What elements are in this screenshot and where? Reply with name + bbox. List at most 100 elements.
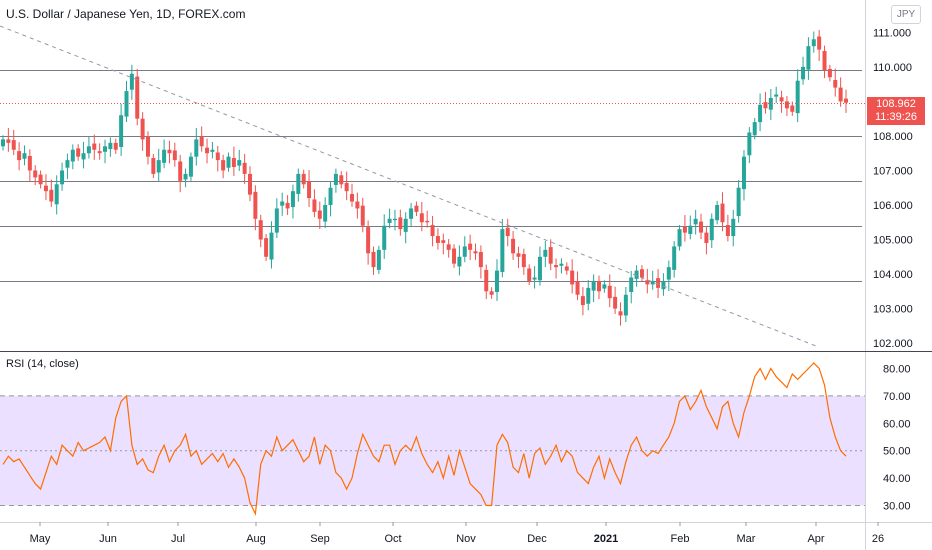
candle-body [178,161,183,181]
candle-body [183,173,188,180]
time-tick-label: Dec [527,533,547,545]
candle-body [790,105,795,112]
candle-body [650,280,655,285]
candle-body [774,94,779,97]
candle-body [97,151,102,154]
candle-body [715,204,720,221]
candle-body [844,98,848,103]
candle-body [22,153,27,159]
candle-body [452,248,457,264]
candle-body [801,66,806,80]
candle-body [409,208,414,219]
candle-body [484,269,489,292]
candle-body [419,213,424,223]
candle-body [435,236,440,243]
candle-body [92,143,97,150]
candle-body [296,173,301,194]
candle-body [1,139,5,147]
time-tick-label: Jul [171,533,185,545]
candle-body [167,149,172,154]
time-tick-label: 26 [872,533,884,545]
candle-body [446,244,451,250]
candle-body [194,139,199,157]
candle-body [145,136,150,157]
candle-body [33,170,38,178]
price-tick-label: 105.000 [873,235,913,247]
candle-body [763,102,768,109]
chart-title: U.S. Dollar / Japanese Yen, 1D, FOREX.co… [6,7,246,21]
candle-body [827,68,832,78]
candle-body [817,36,822,50]
time-tick-label: Jun [99,533,117,545]
candle-body [677,229,682,247]
rsi-title: RSI (14, close) [6,358,79,370]
price-tick-label: 108.000 [873,131,913,143]
candle-body [403,218,408,232]
candle-body [645,280,650,285]
candle-body [307,181,312,199]
time-tick-label: May [30,533,51,545]
candle-body [811,39,816,47]
candle-body [70,149,75,162]
candle-body [205,147,210,154]
candle-body [247,173,252,195]
candle-body [532,277,537,280]
candle-body [795,80,800,114]
candle-body [129,73,134,90]
candle-body [543,249,548,257]
candle-body [833,80,838,88]
candle-body [86,146,91,154]
candle-body [425,220,430,223]
candle-body [741,156,746,190]
candle-body [269,232,274,260]
candle-body [258,220,263,240]
trend-line [0,25,817,347]
candle-body [682,226,687,233]
candle-body [634,270,639,279]
candle-body [527,268,532,281]
candle-body [339,175,344,185]
candle-body [156,160,161,173]
candle-body [328,187,333,205]
candle-body [317,210,322,219]
candle-body [570,270,575,285]
candle-body [350,193,355,202]
candle-body [725,225,730,237]
candle-body [709,218,714,241]
candle-body [758,104,763,123]
price-tick-label: 106.000 [873,200,913,212]
price-tick-label: 104.000 [873,269,913,281]
candle-body [172,150,177,161]
candle-body [838,87,843,102]
rsi-tick-label: 60.00 [883,418,911,430]
time-tick-label: Mar [737,533,756,545]
rsi-line [2,362,847,516]
candle-body [76,148,81,157]
candle-body [720,203,725,223]
candle-body [119,115,124,147]
candle-body [38,174,43,185]
candle-body [392,218,397,221]
candle-body [575,281,580,295]
candle-body [210,149,215,152]
candle-body [376,249,381,270]
candle-body [441,240,446,243]
candle-body [231,158,236,168]
currency-button[interactable]: JPY [891,5,921,24]
candle-body [666,267,671,280]
candle-body [623,294,628,316]
candle-body [344,182,349,192]
price-tick-label: 102.000 [873,338,913,350]
candle-body [618,311,623,316]
candle-body [65,160,70,168]
candle-body [54,184,59,205]
candle-body [768,97,773,110]
candle-body [323,204,328,222]
candle-body [382,225,387,250]
candle-body [371,251,376,268]
candle-body [11,140,16,150]
candle-body [226,156,231,168]
candle-body [580,296,585,306]
candle-body [81,153,86,160]
